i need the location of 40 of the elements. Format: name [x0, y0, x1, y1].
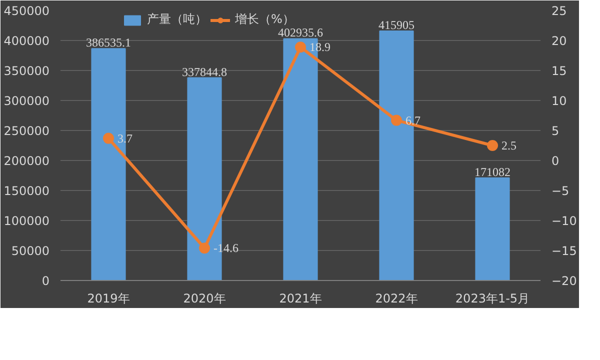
legend-label: 增长（%）: [235, 11, 294, 28]
y-tick-label: 100000: [4, 214, 50, 228]
point: [103, 132, 114, 144]
y-tick-label: 400000: [4, 34, 50, 48]
point: [487, 140, 498, 151]
y2-tick-label: −10: [552, 214, 577, 228]
x-tick-label: 2019年: [87, 292, 130, 306]
y2-tick-label: −20: [552, 274, 577, 288]
y-tick-label: 350000: [4, 64, 50, 78]
y-tick-label: 50000: [11, 244, 50, 258]
x-tick-label: 2023年1-5月: [455, 292, 530, 306]
y2-tick-label: −15: [552, 244, 577, 258]
y2-tick-label: 15: [552, 64, 567, 78]
y-tick-label: 150000: [4, 184, 50, 198]
point: [391, 114, 402, 126]
y-tick-label: 200000: [4, 154, 50, 168]
y-tick-label: 0: [42, 274, 50, 288]
y2-tick-label: −5: [552, 184, 570, 198]
y-tick-label: 300000: [4, 94, 50, 108]
y-tick-label: 250000: [4, 124, 50, 138]
y2-tick-label: 20: [552, 34, 567, 48]
y2-tick-label: 5: [552, 124, 560, 138]
data-label: 171082: [474, 164, 510, 179]
y2-tick-label: 0: [552, 154, 560, 168]
y-tick-label: 450000: [4, 4, 50, 18]
bar: [475, 177, 510, 280]
data-label: 337844.8: [182, 64, 227, 79]
data-label: 415905: [378, 18, 414, 32]
y2-tick-label: 25: [552, 4, 567, 18]
x-tick-label: 2020年: [183, 292, 226, 306]
y2-tick-label: 10: [552, 94, 567, 108]
data-label: 386535.1: [86, 36, 131, 50]
data-label: 6.7: [406, 113, 420, 128]
legend-label: 产量（吨）: [147, 11, 207, 28]
point: [295, 42, 306, 53]
data-label: 2.5: [502, 138, 516, 152]
data-label: 402935.6: [278, 26, 323, 40]
x-tick-label: 2021年: [279, 292, 322, 306]
x-tick-label: 2022年: [375, 292, 418, 306]
point: [199, 242, 210, 254]
